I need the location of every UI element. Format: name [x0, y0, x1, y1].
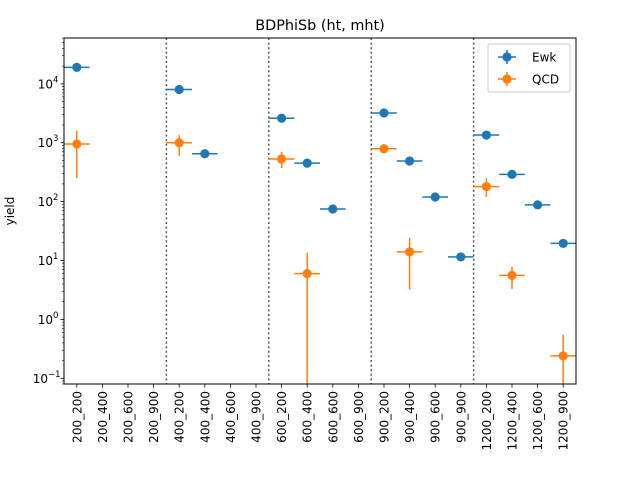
- series-ewk-point: [481, 130, 491, 140]
- chart-title: BDPhiSb (ht, mht): [255, 18, 385, 34]
- series-ewk-point: [277, 113, 287, 123]
- series-qcd-point: [558, 351, 568, 361]
- series-qcd-point: [507, 270, 517, 280]
- x-tick-label: 1200_600: [531, 391, 545, 450]
- x-tick-label: 900_200: [378, 391, 392, 443]
- x-tick-label: 900_600: [429, 391, 443, 443]
- y-tick-label-exponent: 2: [53, 193, 58, 203]
- y-tick-label-exponent: −1: [48, 370, 61, 380]
- x-tick-label: 600_400: [301, 391, 315, 443]
- x-tick-label: 400_200: [173, 391, 187, 443]
- x-tick-label: 400_900: [250, 391, 264, 443]
- legend-marker-point: [502, 52, 512, 62]
- x-tick-label: 200_400: [96, 391, 110, 443]
- x-tick-label: 900_900: [454, 391, 468, 443]
- y-tick-label-exponent: 0: [53, 311, 58, 321]
- legend-marker-point: [502, 74, 512, 84]
- x-tick-label: 1200_900: [557, 391, 571, 450]
- y-tick-label: 10: [38, 77, 53, 91]
- legend: Ewk QCD: [487, 43, 571, 93]
- series-qcd-point: [174, 138, 184, 148]
- x-tick-label: 200_200: [70, 391, 84, 443]
- x-tick-label: 600_900: [352, 391, 366, 443]
- y-axis-label: yield: [3, 197, 17, 226]
- y-tick-label: 10: [38, 313, 53, 327]
- series-ewk-point: [430, 192, 440, 202]
- y-tick-label: 10: [38, 136, 53, 150]
- x-tick-label: 200_900: [147, 391, 161, 443]
- series-ewk-point: [200, 149, 210, 159]
- series-ewk-point: [379, 108, 389, 118]
- x-tick-label: 1200_200: [480, 391, 494, 450]
- y-tick-label-exponent: 3: [53, 134, 58, 144]
- legend-label: Ewk: [532, 51, 556, 65]
- series-ewk-point: [456, 252, 466, 262]
- x-tick-label: 1200_400: [506, 391, 520, 450]
- series-ewk-point: [174, 84, 184, 95]
- y-tick-label-exponent: 4: [53, 75, 58, 85]
- series-ewk-point: [507, 169, 517, 179]
- x-tick-label: 200_600: [122, 391, 136, 443]
- series-qcd-point: [72, 139, 82, 149]
- y-tick-label: 10: [38, 254, 53, 268]
- series-ewk-point: [328, 204, 338, 214]
- legend-label: QCD: [532, 73, 559, 87]
- series-ewk-point: [72, 62, 82, 73]
- series-qcd-point: [481, 181, 491, 192]
- series-qcd-point: [379, 144, 389, 154]
- x-tick-label: 600_600: [326, 391, 340, 443]
- y-tick-label-exponent: 1: [53, 252, 58, 262]
- data-layer: [64, 62, 576, 384]
- series-ewk-point: [405, 156, 415, 166]
- series-ewk-point: [533, 200, 543, 210]
- x-tick-label: 400_400: [198, 391, 212, 443]
- x-tick-label: 400_600: [224, 391, 238, 443]
- series-qcd-point: [277, 154, 287, 164]
- y-tick-label: 10: [33, 372, 48, 386]
- series-qcd-point: [302, 268, 312, 279]
- series-qcd-point: [405, 247, 415, 257]
- series-ewk-point: [558, 238, 568, 249]
- x-tick-label: 900_400: [403, 391, 417, 443]
- y-tick-label: 10: [38, 195, 53, 209]
- series-ewk-point: [302, 158, 312, 168]
- x-tick-label: 600_200: [275, 391, 289, 443]
